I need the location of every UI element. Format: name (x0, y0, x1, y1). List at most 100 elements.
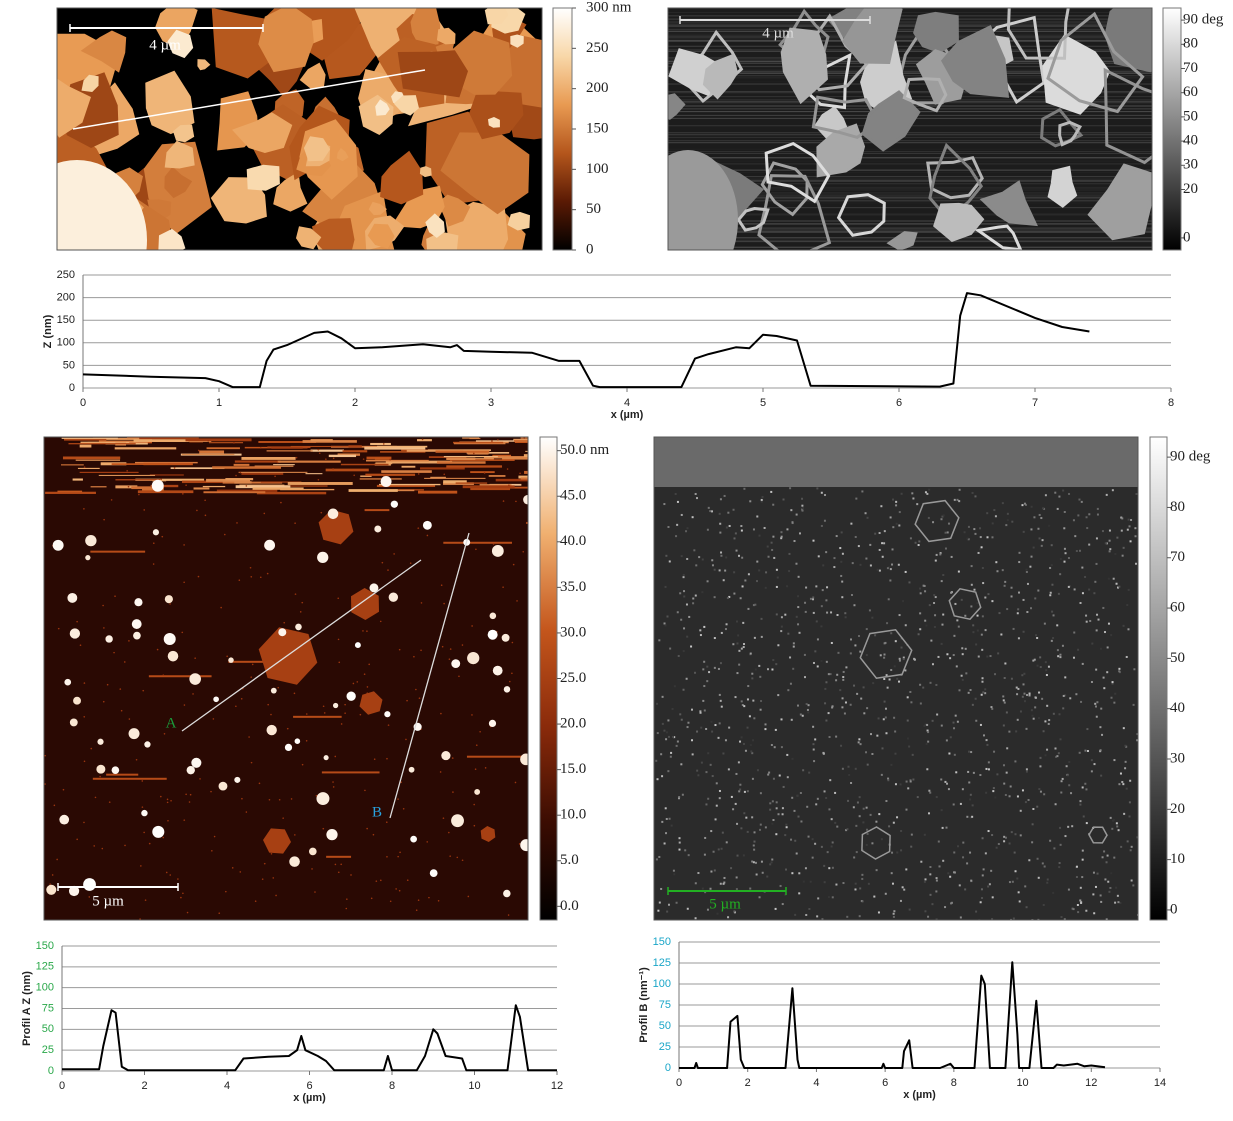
noise (865, 806, 868, 809)
noise (854, 644, 857, 647)
noise (733, 592, 736, 595)
colorbar-label: 0.0 (560, 898, 579, 914)
scan-streak (520, 477, 528, 480)
scan-streak (377, 445, 428, 448)
scan-streak (170, 467, 225, 470)
scale-bar-label: 5 µm (709, 896, 741, 912)
noise (982, 582, 985, 585)
nanoparticle (289, 856, 300, 867)
scan-streak (212, 466, 282, 469)
scan-streak (77, 467, 100, 470)
noise (1015, 730, 1018, 733)
noise (1018, 591, 1021, 594)
speck (83, 466, 86, 468)
speck (212, 718, 215, 720)
noise (1118, 783, 1121, 786)
noise (942, 613, 945, 616)
scan-streak (256, 491, 327, 495)
x-tick-label: 1 (216, 397, 222, 409)
grain-top (425, 213, 445, 238)
profile-line-b (389, 532, 470, 819)
noise (929, 865, 932, 868)
noise (990, 706, 993, 709)
noise (764, 826, 767, 829)
speck (512, 563, 515, 566)
noise (893, 665, 896, 668)
noise (949, 657, 952, 660)
scan-streak (326, 855, 352, 858)
scan-streak (342, 450, 368, 453)
noise (871, 753, 874, 756)
noise (771, 800, 774, 803)
noise (941, 623, 944, 626)
speck (267, 703, 269, 706)
noise (1095, 705, 1098, 708)
noise (1080, 901, 1083, 904)
noise (931, 719, 934, 722)
speck (226, 655, 228, 658)
noise (975, 719, 978, 722)
afm-image (668, 8, 1152, 250)
noise (676, 500, 679, 503)
noise (963, 531, 966, 534)
noise (1081, 592, 1084, 595)
noise (947, 788, 950, 791)
noise (761, 871, 764, 874)
noise (1135, 562, 1138, 565)
speck (245, 811, 248, 813)
scan-streak (280, 485, 328, 487)
noise (692, 602, 695, 605)
noise (709, 763, 712, 766)
noise (796, 704, 799, 707)
noise (691, 739, 694, 742)
noise (1126, 528, 1129, 531)
noise (933, 602, 936, 605)
noise (945, 826, 948, 829)
noise (750, 750, 753, 753)
scale-bar-label: 5 µm (92, 893, 124, 909)
noise (1038, 513, 1041, 516)
scan-streak (475, 440, 516, 442)
noise (683, 590, 686, 593)
noise (898, 680, 901, 683)
noise (1037, 589, 1040, 592)
speck (415, 688, 417, 691)
noise (1095, 715, 1098, 718)
scan-streak (385, 460, 453, 464)
scan-streak (310, 449, 344, 452)
noise (709, 887, 712, 890)
noise (817, 897, 820, 900)
noise (1085, 620, 1088, 623)
noise (670, 751, 673, 754)
noise (703, 685, 706, 688)
noise (705, 771, 708, 774)
noise (1114, 552, 1117, 555)
noise (718, 722, 721, 725)
noise (681, 793, 684, 796)
y-tick-label: 100 (36, 982, 54, 994)
noise (811, 856, 814, 859)
colorbar-label: 10 (1170, 851, 1185, 867)
scan-streak (435, 450, 490, 453)
noise (775, 568, 778, 571)
nanoparticle (69, 718, 78, 727)
noise (991, 707, 994, 710)
x-tick-label: 12 (1085, 1077, 1097, 1089)
speck (519, 472, 521, 475)
noise (798, 532, 801, 535)
speck (183, 581, 185, 584)
speck (127, 485, 130, 488)
noise (754, 668, 757, 671)
noise (1113, 701, 1116, 704)
noise (979, 527, 982, 530)
scan-streak (80, 441, 130, 444)
grain-edge (764, 141, 831, 204)
speck (124, 844, 126, 847)
noise (961, 788, 964, 791)
speck (473, 824, 476, 827)
noise (1090, 680, 1093, 683)
noise (883, 653, 886, 656)
noise (718, 789, 721, 792)
noise (1112, 819, 1115, 822)
scan-streak (273, 464, 295, 466)
